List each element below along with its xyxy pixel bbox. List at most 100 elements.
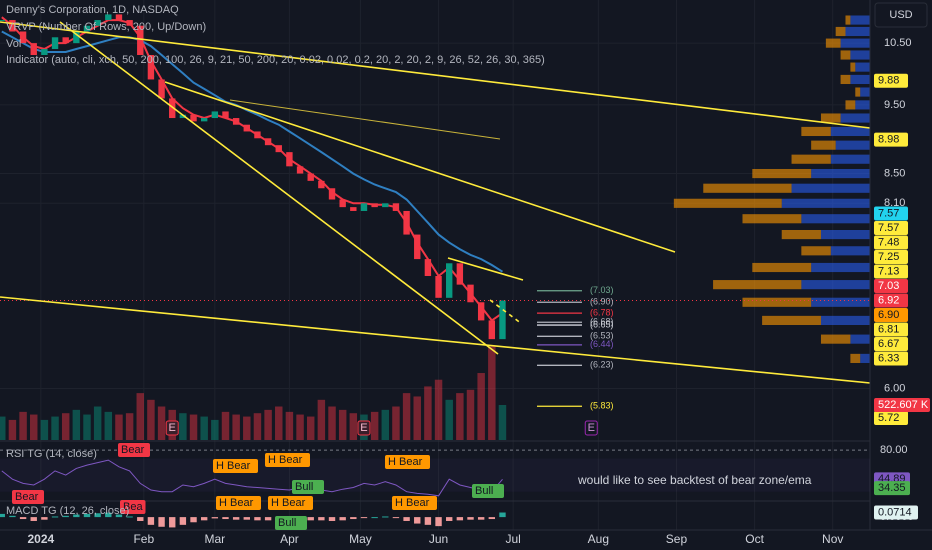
volume-bars — [0, 346, 507, 440]
candle — [424, 259, 432, 277]
volume-bar — [61, 413, 70, 440]
signal-tag — [392, 496, 437, 510]
volume-bar — [392, 406, 400, 440]
rsi-line — [1, 459, 503, 497]
candle — [435, 276, 442, 298]
signal-tag — [12, 490, 44, 504]
profile-up — [801, 280, 870, 290]
candle — [19, 31, 27, 44]
profile-up — [845, 26, 870, 37]
macd-bar — [115, 514, 123, 518]
macd-bar — [51, 516, 59, 518]
candle — [446, 263, 453, 298]
signal-label: Bull — [295, 481, 313, 493]
profile-up — [811, 297, 870, 307]
macd-bar — [105, 512, 112, 518]
profile-down — [840, 74, 851, 85]
macd-bar — [30, 517, 37, 521]
level-label: (6.78) — [590, 307, 614, 317]
level-label: (6.44) — [590, 339, 614, 349]
profile-down — [762, 315, 821, 325]
trend-line — [229, 99, 501, 140]
signal-tag — [385, 455, 430, 469]
macd-bar — [137, 517, 144, 521]
price-badge-label: 7.48 — [878, 236, 899, 248]
candle — [41, 49, 48, 56]
volume-bar — [275, 406, 283, 440]
macd-bar — [19, 517, 27, 520]
rsi-badge-label: 34.35 — [878, 482, 906, 494]
profile-up — [811, 262, 870, 273]
profile-up — [850, 74, 870, 85]
macd-bar — [307, 517, 314, 521]
earnings-marker — [584, 420, 598, 436]
candle — [264, 138, 272, 146]
price-badge — [874, 249, 908, 264]
volume-bar — [381, 409, 390, 440]
candle — [286, 152, 293, 167]
profile-down — [845, 15, 851, 25]
trend-line — [447, 257, 524, 281]
y-tick-label: 8.50 — [884, 167, 905, 179]
candle — [211, 111, 219, 119]
macd-bar — [41, 517, 48, 520]
profile-down — [840, 50, 851, 60]
annotation: would like to see backtest of bear zone/… — [577, 473, 812, 487]
candle — [0, 20, 5, 22]
price-badge-label: 7.03 — [878, 280, 899, 292]
profile-down — [781, 229, 821, 240]
currency-label[interactable]: USD — [889, 9, 912, 21]
candle — [318, 180, 325, 189]
volume-bar — [498, 405, 507, 440]
candle — [477, 302, 485, 321]
profile-down — [742, 297, 812, 307]
volume-bar — [488, 346, 496, 440]
signal-label: Bull — [475, 485, 493, 497]
level-label: (6.53) — [590, 331, 614, 341]
indicator-label: Indicator (auto, cli, xch, 50, 200, 100,… — [6, 54, 545, 66]
price-badge — [874, 351, 908, 366]
volume-bar — [221, 411, 230, 440]
x-tick-label: May — [349, 532, 372, 546]
profile-up — [801, 214, 870, 224]
signal-tag — [213, 459, 258, 473]
volume-bar — [211, 419, 219, 440]
candle — [62, 37, 69, 44]
currency-button[interactable] — [874, 2, 928, 28]
profile-down — [752, 168, 812, 179]
macd-bar — [222, 517, 229, 520]
macd-badge-label: 0.0714 — [878, 506, 912, 518]
volume-bar — [328, 406, 336, 440]
indicator-panes: Bear H Bear H Bear H Bear Bull Bull Bear Bea H B… — [0, 443, 870, 530]
macd-bar — [179, 517, 187, 525]
profile-down — [752, 262, 812, 273]
macd-bar — [403, 517, 410, 521]
profile-down — [820, 334, 851, 344]
profile-down — [850, 353, 861, 363]
candle — [126, 20, 133, 26]
price-badge-label: 6.81 — [878, 323, 899, 335]
trend-line — [59, 21, 499, 355]
signal-label: H Bear — [395, 497, 430, 509]
earnings-label: E — [360, 422, 367, 434]
candle — [9, 20, 16, 32]
volume-bar — [147, 399, 155, 440]
signal-tag — [118, 443, 150, 457]
level-label: (6.90) — [590, 297, 614, 307]
volume-bar — [317, 399, 326, 440]
x-tick-label: Feb — [133, 532, 154, 546]
signal-label: H Bear — [268, 454, 303, 466]
x-tick-label: Mar — [205, 532, 226, 546]
profile-up — [820, 315, 870, 325]
candle — [382, 203, 389, 208]
level-label: (6.65) — [590, 319, 614, 329]
profile-down — [801, 126, 831, 137]
profile-up — [835, 140, 870, 150]
profile-up — [860, 87, 870, 97]
candle — [115, 14, 123, 21]
profile-down — [673, 198, 782, 208]
price-badge-label: 9.88 — [878, 75, 899, 87]
candle — [456, 263, 464, 285]
volume-bar — [232, 414, 240, 440]
